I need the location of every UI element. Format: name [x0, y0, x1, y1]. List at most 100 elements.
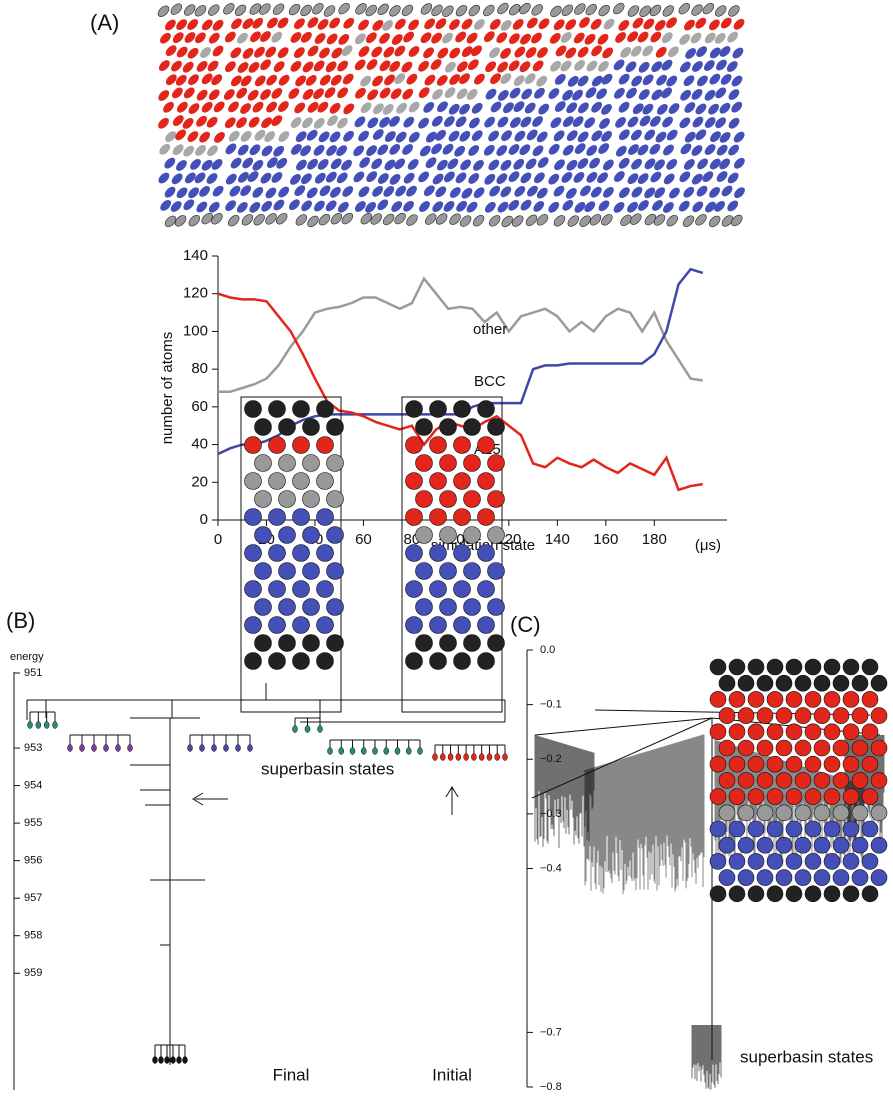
atom — [444, 87, 456, 99]
atom — [343, 130, 354, 142]
atom — [637, 173, 649, 184]
atom — [601, 104, 612, 115]
atom — [766, 885, 784, 903]
atom — [766, 853, 784, 870]
atom — [638, 200, 649, 211]
atom — [574, 201, 586, 213]
atom — [201, 159, 213, 171]
atom — [870, 674, 888, 692]
atom — [851, 869, 869, 886]
atom — [236, 117, 247, 129]
atom — [365, 201, 376, 213]
atom — [225, 143, 237, 155]
atom — [500, 159, 512, 171]
y-tick-label: 20 — [191, 473, 208, 490]
atom — [721, 185, 733, 197]
atom — [832, 739, 850, 757]
atom — [394, 18, 406, 30]
atom — [692, 61, 703, 72]
atom — [292, 616, 310, 634]
atom — [510, 117, 521, 128]
atom — [389, 5, 401, 17]
atom — [313, 60, 325, 72]
atom — [473, 187, 485, 199]
atom — [249, 144, 261, 156]
atom — [468, 145, 480, 156]
atom — [747, 820, 765, 838]
atom — [244, 436, 262, 454]
atom — [737, 739, 755, 757]
atom — [654, 187, 666, 198]
atom — [513, 75, 525, 86]
atom — [696, 46, 708, 58]
atom — [656, 74, 667, 86]
atom — [591, 130, 603, 142]
y-tick-label: 100 — [183, 322, 208, 339]
atom — [172, 87, 183, 99]
atom — [485, 61, 497, 73]
atom — [536, 214, 549, 226]
atom — [268, 616, 286, 634]
atom — [366, 59, 378, 70]
atom — [626, 87, 637, 99]
atom — [382, 103, 394, 115]
atom — [720, 17, 732, 29]
atom — [823, 658, 841, 676]
atom — [319, 47, 330, 59]
atom — [731, 101, 743, 113]
atom — [337, 201, 349, 213]
leaf — [361, 747, 367, 755]
atom — [684, 102, 696, 113]
atom — [292, 652, 310, 670]
atom — [252, 101, 264, 113]
atom — [649, 115, 661, 127]
atom — [456, 61, 468, 73]
atom — [870, 707, 888, 724]
atom — [408, 101, 420, 113]
atom — [663, 202, 674, 213]
atom — [254, 129, 266, 141]
x-tick-label: 160 — [593, 531, 618, 548]
atom — [234, 4, 247, 17]
atom — [565, 19, 577, 30]
atom — [683, 75, 695, 87]
atom — [721, 215, 734, 227]
atom — [497, 116, 509, 128]
atom — [272, 3, 285, 15]
atom — [747, 788, 765, 805]
atom — [379, 32, 390, 44]
atom — [870, 739, 888, 757]
atom — [183, 199, 195, 211]
atom — [379, 60, 391, 72]
atom — [775, 739, 793, 757]
atom — [487, 490, 505, 508]
atom — [188, 187, 199, 199]
atom — [360, 75, 372, 87]
atom — [408, 46, 420, 57]
atom — [785, 820, 803, 838]
atom — [453, 544, 471, 562]
atom — [813, 674, 831, 692]
atom — [601, 73, 613, 85]
atom — [437, 47, 449, 59]
atom — [690, 32, 702, 44]
leaf — [432, 753, 438, 761]
series-label: BCC — [474, 373, 506, 390]
atom — [715, 117, 727, 129]
atom — [200, 47, 211, 58]
atom — [728, 755, 746, 773]
atom — [188, 103, 200, 114]
atom — [294, 185, 306, 197]
atom — [538, 103, 550, 115]
atom — [424, 18, 436, 30]
atom — [630, 213, 642, 225]
leaf — [79, 744, 85, 752]
atom — [307, 101, 319, 113]
atom — [851, 739, 869, 757]
atom — [466, 89, 478, 100]
atom — [613, 171, 625, 182]
atom — [459, 103, 470, 115]
atom — [585, 87, 597, 99]
atom — [718, 739, 736, 757]
atom — [695, 214, 707, 226]
